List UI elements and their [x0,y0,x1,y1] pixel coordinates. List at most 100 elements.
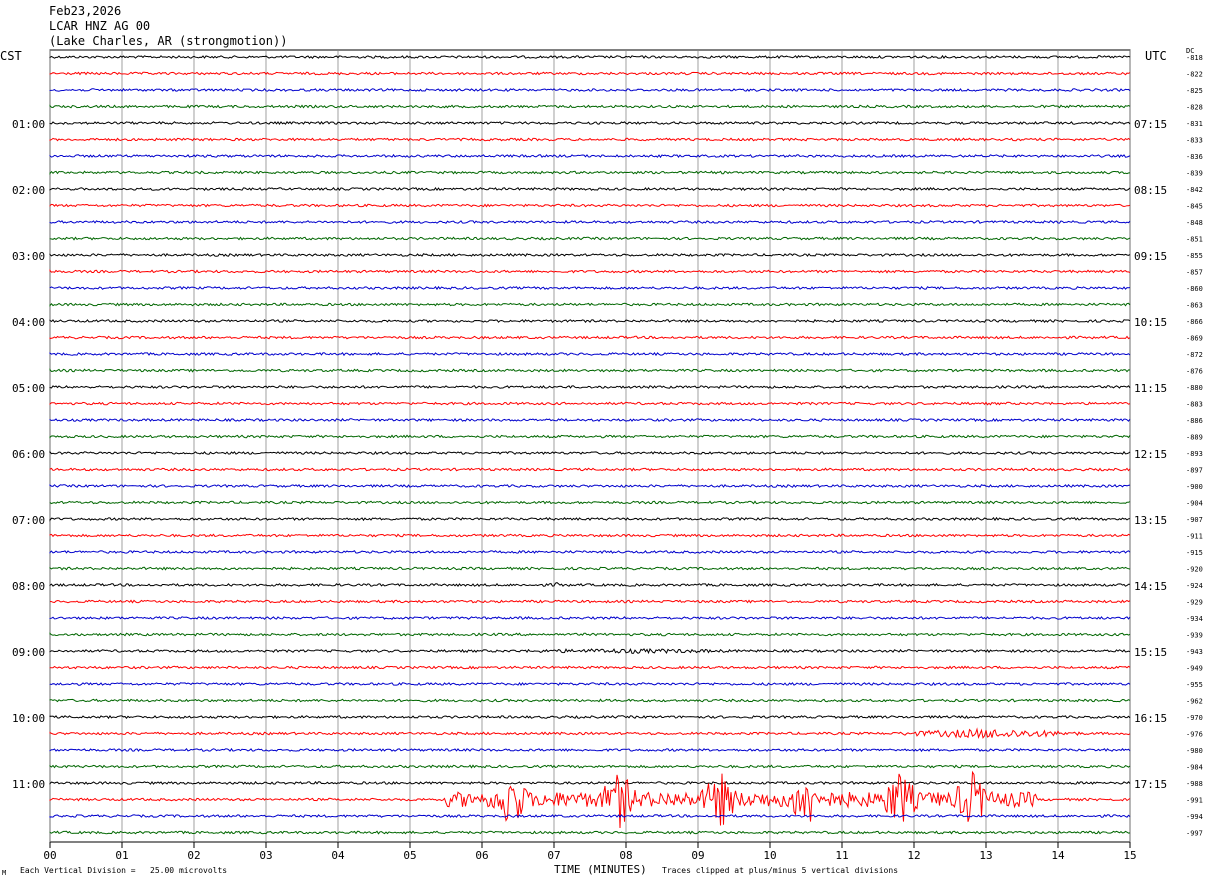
dc-offset-label: -848 [1186,219,1203,227]
right-hour-label: 12:15 [1134,448,1167,461]
dc-offset-label: -997 [1186,830,1203,838]
trace-line [49,351,1131,357]
left-timezone-label: CST [0,49,22,63]
x-tick-label: 04 [331,849,345,862]
dc-offset-label: -836 [1186,153,1203,161]
dc-offset-label: -880 [1186,384,1203,392]
dc-offset-label: -842 [1186,186,1203,194]
left-hour-label: 05:00 [12,382,45,395]
trace-line [49,302,1131,307]
trace-line [49,682,1131,687]
left-hour-label: 04:00 [12,316,45,329]
dc-offset-label: -907 [1186,516,1203,524]
footer-mark: M [2,869,7,877]
header-station: LCAR HNZ AG 00 [49,19,151,33]
x-tick-label: 10 [763,849,776,862]
trace-line [49,186,1131,191]
trace-line [49,318,1131,324]
left-hour-label: 07:00 [12,514,45,527]
x-tick-label: 06 [475,849,488,862]
trace-line [49,269,1131,274]
x-axis-label: TIME (MINUTES) [554,863,647,876]
trace-line [49,780,1131,786]
dc-offset-label: -943 [1186,648,1203,656]
trace-line [49,747,1131,753]
dc-offset-label: -886 [1186,417,1203,425]
trace-line [49,335,1131,340]
dc-offset-label: -872 [1186,351,1203,359]
dc-offset-label: -984 [1186,764,1203,772]
trace-line [49,533,1131,538]
x-tick-label: 08 [619,849,632,862]
dc-offset-label: -924 [1186,582,1203,590]
trace-line [49,71,1131,76]
trace-line [49,770,1131,829]
dc-offset-label: -976 [1186,731,1203,739]
right-hour-label: 14:15 [1134,580,1167,593]
trace-line [49,483,1131,488]
dc-offset-label: -904 [1186,500,1203,508]
trace-line [49,830,1131,835]
dc-offset-label: -980 [1186,747,1203,755]
x-tick-label: 15 [1123,849,1136,862]
dc-offset-label: -994 [1186,813,1203,821]
dc-offset-label: -876 [1186,368,1203,376]
dc-offset-label: -900 [1186,483,1203,491]
left-hour-label: 03:00 [12,250,45,263]
trace-line [49,500,1131,505]
right-hour-label: 16:15 [1134,712,1167,725]
dc-offset-label: -845 [1186,203,1203,211]
dc-offset-label: -970 [1186,714,1203,722]
trace-line [49,153,1131,159]
dc-offset-label: -897 [1186,467,1203,475]
trace-line [49,54,1131,59]
dc-offset-label: -915 [1186,549,1203,557]
right-hour-label: 10:15 [1134,316,1167,329]
left-hour-label: 09:00 [12,646,45,659]
dc-offset-label: -955 [1186,681,1203,689]
trace-line [49,632,1131,637]
dc-offset-label: -818 [1186,54,1203,62]
trace-line [49,616,1131,620]
trace-line [49,467,1131,472]
trace-line [49,417,1131,423]
x-tick-label: 14 [1051,849,1065,862]
dc-offset-label: -934 [1186,615,1203,623]
trace-line [49,219,1131,224]
dc-offset-label: -889 [1186,434,1203,442]
x-tick-label: 01 [115,849,128,862]
x-tick-label: 07 [547,849,560,862]
trace-line [49,714,1131,720]
dc-offset-label: -962 [1186,698,1203,706]
dc-offset-label: -893 [1186,450,1203,458]
right-timezone-label: UTC [1145,49,1167,63]
trace-line [49,434,1131,439]
plot-frame [49,49,1131,843]
dc-offset-label: -822 [1186,71,1203,79]
x-tick-label: 03 [259,849,272,862]
x-tick-label: 09 [691,849,704,862]
trace-line [49,550,1131,555]
x-tick-label: 02 [187,849,200,862]
dc-offset-label: -839 [1186,170,1203,178]
dc-offset-label: -860 [1186,285,1203,293]
trace-line [49,385,1131,389]
trace-line [49,137,1131,142]
left-hour-label: 02:00 [12,184,45,197]
x-tick-label: 00 [43,849,56,862]
clip-note: Traces clipped at plus/minus 5 vertical … [662,866,899,875]
trace-line [49,170,1131,175]
trace-line [49,516,1131,522]
trace-line [49,566,1131,571]
x-tick-label: 05 [403,849,416,862]
trace-line [49,120,1131,125]
left-hour-label: 01:00 [12,118,45,131]
trace-line [49,401,1131,406]
trace-line [49,727,1131,739]
dc-offset-label: -991 [1186,797,1203,805]
dc-offset-label: -883 [1186,401,1203,409]
right-hour-label: 07:15 [1134,118,1167,131]
trace-line [49,698,1131,703]
dc-offset-label: -828 [1186,104,1203,112]
trace-line [49,104,1131,109]
